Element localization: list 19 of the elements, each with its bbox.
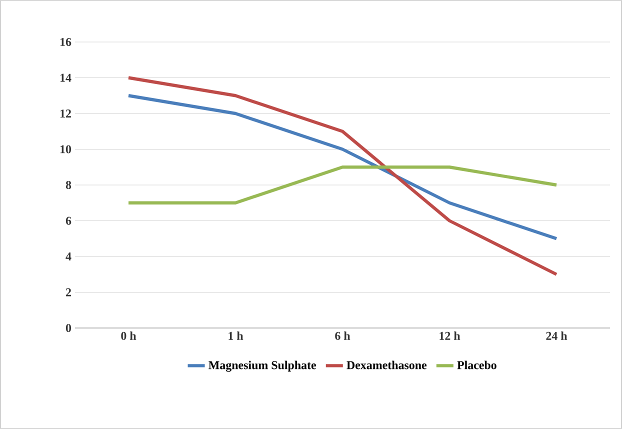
y-tick-label: 0	[66, 324, 72, 332]
y-tick-label: 14	[60, 74, 72, 82]
y-tick-label: 4	[66, 252, 72, 260]
x-tick-label: 12 h	[440, 332, 460, 340]
line-series	[126, 76, 558, 276]
y-tick-label: 16	[60, 38, 72, 46]
y-tick-label: 8	[66, 180, 72, 190]
y-tick-label: 6	[66, 216, 72, 225]
line-series	[126, 94, 558, 240]
x-tick-label: 6 h	[335, 332, 350, 340]
x-tick-label: 24 h	[546, 332, 568, 340]
y-tick-label: 2	[66, 288, 71, 296]
legend-label: Magnesium Sulphate	[208, 360, 316, 372]
y-tick-label: 12	[60, 110, 71, 118]
legend-label: Dexamethasone	[346, 360, 427, 370]
y-tick-label: 10	[60, 145, 72, 154]
x-tick-label: 1 h	[228, 332, 244, 340]
x-tick-label: 0 h	[121, 332, 136, 340]
legend-label: Placebo	[457, 360, 496, 370]
